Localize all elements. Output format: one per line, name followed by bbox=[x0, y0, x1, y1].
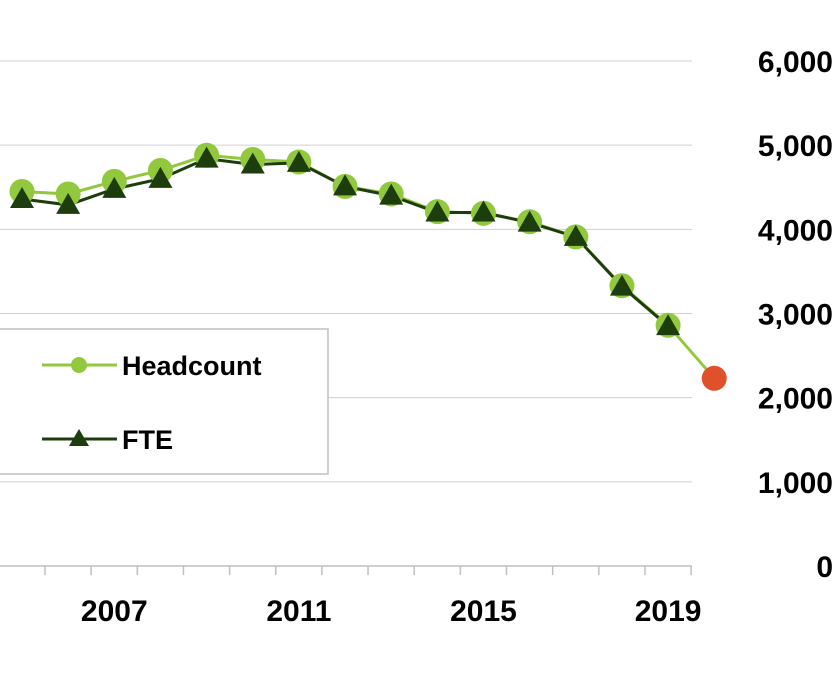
fte-marker bbox=[333, 174, 358, 196]
legend-headcount-label: Headcount bbox=[122, 351, 262, 381]
fte-marker bbox=[656, 314, 681, 336]
fte-marker bbox=[517, 210, 542, 232]
x-axis bbox=[0, 565, 692, 575]
legend: Headcount FTE bbox=[0, 328, 329, 475]
y-tick-label: 3,000 bbox=[758, 299, 833, 332]
y-axis-labels: 0 1,000 2,000 3,000 4,000 5,000 6,000 bbox=[758, 46, 833, 584]
y-tick-label: 1,000 bbox=[758, 467, 833, 500]
fte-marker bbox=[563, 224, 588, 246]
fte-marker bbox=[471, 200, 496, 222]
x-axis-labels: 2007 2011 2015 2019 bbox=[81, 595, 702, 628]
fte-marker bbox=[240, 152, 265, 174]
fte-marker bbox=[194, 146, 219, 168]
fte-marker bbox=[56, 192, 81, 214]
y-tick-label: 6,000 bbox=[758, 46, 833, 79]
x-tick-label: 2007 bbox=[81, 595, 148, 628]
y-tick-label: 4,000 bbox=[758, 214, 833, 247]
highlight-point bbox=[701, 365, 727, 391]
x-tick-label: 2011 bbox=[266, 595, 331, 628]
legend-headcount-marker bbox=[71, 357, 87, 373]
x-tick-label: 2019 bbox=[635, 595, 702, 628]
legend-box bbox=[0, 328, 329, 475]
fte-marker bbox=[379, 183, 404, 205]
fte-marker bbox=[102, 176, 127, 198]
y-tick-label: 0 bbox=[816, 551, 833, 584]
legend-fte-label: FTE bbox=[122, 425, 173, 455]
x-tick-label: 2015 bbox=[450, 595, 517, 628]
series-markers bbox=[9, 142, 727, 391]
legend-fte-marker bbox=[69, 429, 89, 446]
fte-marker bbox=[609, 274, 634, 296]
fte-marker bbox=[286, 150, 311, 172]
fte-marker bbox=[10, 187, 34, 209]
fte-marker bbox=[425, 200, 450, 222]
fte-marker bbox=[148, 166, 173, 188]
y-tick-label: 5,000 bbox=[758, 130, 833, 163]
y-tick-label: 2,000 bbox=[758, 383, 833, 416]
